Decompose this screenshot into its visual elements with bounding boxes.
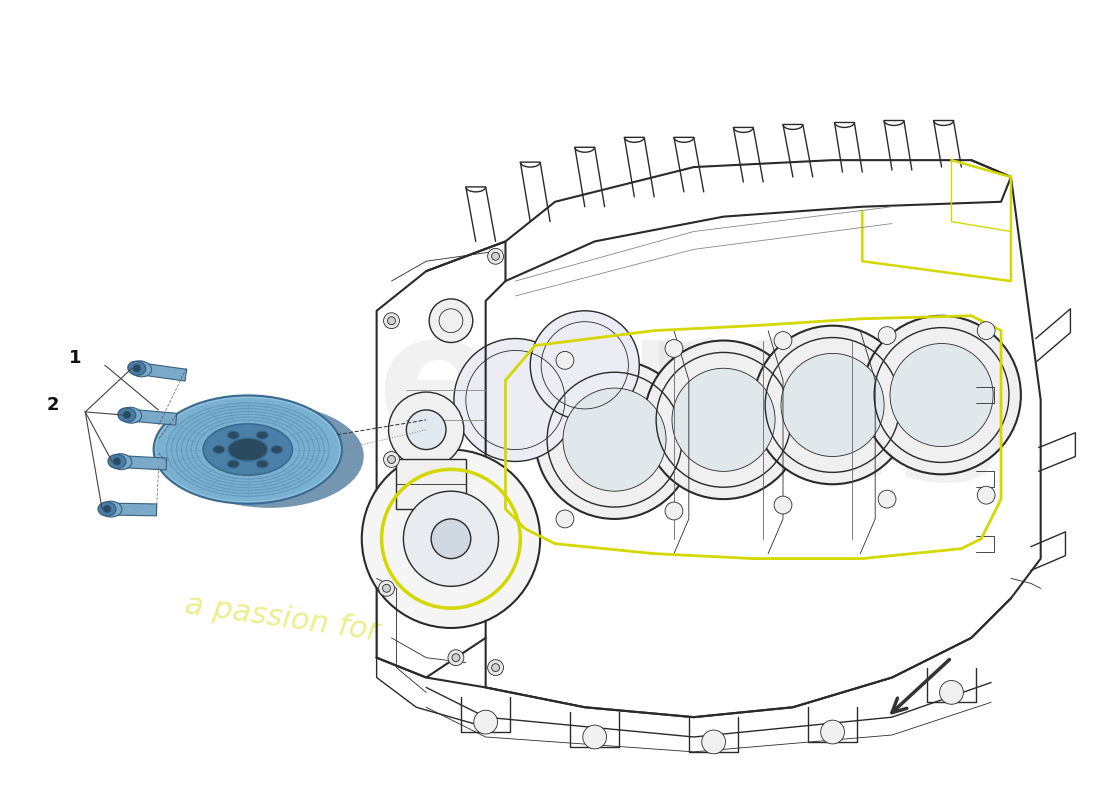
Polygon shape — [124, 456, 167, 470]
Circle shape — [487, 660, 504, 675]
Circle shape — [878, 326, 896, 345]
Ellipse shape — [271, 446, 283, 454]
Circle shape — [583, 725, 606, 749]
Circle shape — [487, 248, 504, 264]
Circle shape — [530, 310, 639, 420]
Ellipse shape — [256, 431, 268, 439]
Text: a passion for: a passion for — [184, 590, 382, 646]
Ellipse shape — [228, 460, 239, 468]
Ellipse shape — [98, 502, 116, 516]
Ellipse shape — [108, 454, 125, 468]
Circle shape — [387, 317, 396, 325]
Ellipse shape — [130, 361, 152, 377]
Circle shape — [384, 313, 399, 329]
Circle shape — [429, 299, 473, 342]
Polygon shape — [134, 410, 177, 425]
Circle shape — [123, 411, 131, 419]
Circle shape — [383, 584, 390, 592]
Circle shape — [448, 650, 464, 666]
Ellipse shape — [228, 438, 267, 461]
Circle shape — [645, 341, 803, 499]
Circle shape — [378, 580, 395, 596]
Circle shape — [362, 450, 540, 628]
Circle shape — [492, 252, 499, 260]
Ellipse shape — [120, 407, 142, 423]
Circle shape — [556, 510, 574, 528]
Circle shape — [821, 720, 845, 744]
Circle shape — [977, 486, 996, 504]
Circle shape — [384, 451, 399, 467]
Ellipse shape — [228, 431, 239, 439]
Circle shape — [387, 455, 396, 463]
Ellipse shape — [118, 408, 135, 422]
Circle shape — [536, 360, 694, 519]
Circle shape — [406, 410, 446, 450]
Circle shape — [977, 322, 996, 339]
Ellipse shape — [128, 362, 145, 375]
Ellipse shape — [154, 395, 342, 504]
Circle shape — [452, 654, 460, 662]
Circle shape — [939, 681, 964, 704]
Ellipse shape — [204, 424, 293, 475]
Ellipse shape — [100, 501, 122, 517]
Circle shape — [862, 316, 1021, 474]
Circle shape — [666, 502, 683, 520]
Circle shape — [388, 392, 464, 467]
Circle shape — [878, 490, 896, 508]
Ellipse shape — [226, 431, 315, 481]
Text: 1: 1 — [69, 350, 81, 367]
Polygon shape — [114, 503, 156, 516]
Text: 2: 2 — [47, 396, 59, 414]
Circle shape — [666, 339, 683, 358]
Polygon shape — [144, 363, 187, 381]
Circle shape — [754, 326, 912, 484]
Circle shape — [133, 364, 141, 372]
Polygon shape — [396, 459, 465, 509]
Ellipse shape — [212, 446, 224, 454]
Circle shape — [781, 354, 884, 457]
Text: euro: euro — [376, 302, 840, 478]
Circle shape — [890, 343, 993, 446]
Circle shape — [454, 338, 576, 462]
Circle shape — [492, 664, 499, 671]
Circle shape — [404, 491, 498, 586]
Circle shape — [563, 388, 666, 491]
Circle shape — [702, 730, 726, 754]
Circle shape — [113, 458, 121, 466]
Ellipse shape — [256, 460, 268, 468]
Ellipse shape — [110, 454, 132, 470]
Text: bes: bes — [645, 342, 1003, 518]
Circle shape — [774, 332, 792, 350]
Circle shape — [556, 351, 574, 370]
Ellipse shape — [175, 404, 364, 508]
Circle shape — [103, 505, 111, 513]
Circle shape — [431, 519, 471, 558]
Circle shape — [474, 710, 497, 734]
Circle shape — [774, 496, 792, 514]
Circle shape — [672, 368, 776, 471]
